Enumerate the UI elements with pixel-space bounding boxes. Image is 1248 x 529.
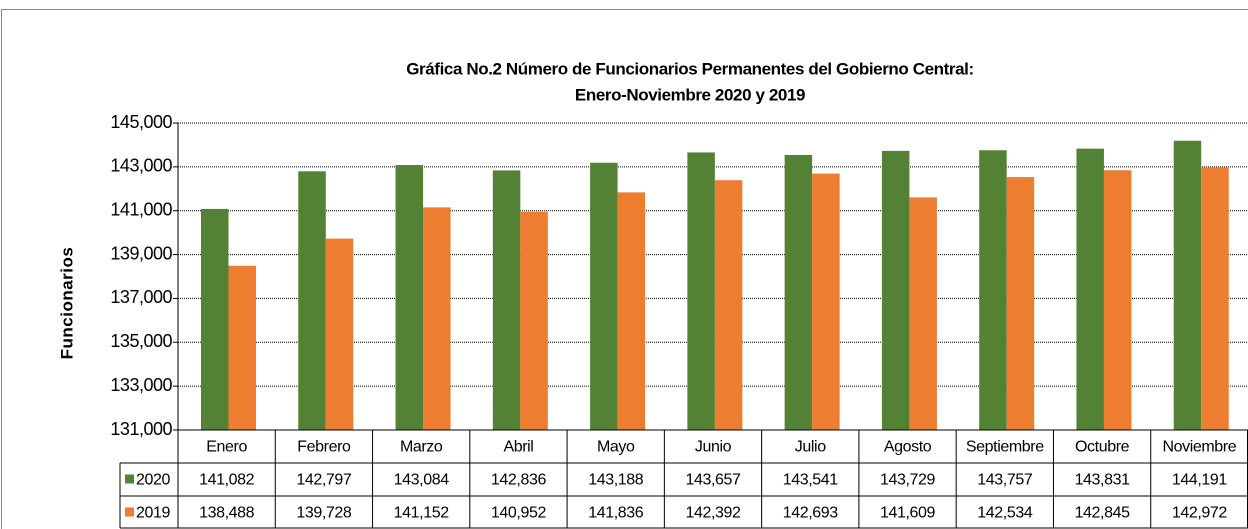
bar bbox=[1006, 177, 1035, 430]
bar bbox=[492, 170, 521, 430]
bar bbox=[909, 197, 937, 430]
bar bbox=[395, 165, 424, 430]
chart-title: Gráfica No.2 Número de Funcionarios Perm… bbox=[406, 59, 974, 78]
table-cell: 142,693 bbox=[783, 505, 839, 522]
table-cell: 142,534 bbox=[977, 505, 1033, 522]
table-cell: 142,972 bbox=[1172, 505, 1228, 522]
table-cell: 140,952 bbox=[491, 505, 547, 522]
table-cell: 144,191 bbox=[1172, 472, 1228, 489]
bar bbox=[1076, 148, 1104, 430]
y-tick-label: 135,000 bbox=[110, 331, 172, 351]
table-cell: 143,729 bbox=[880, 472, 936, 489]
table-cell: 139,728 bbox=[296, 505, 352, 522]
x-tick-label: Agosto bbox=[884, 439, 932, 456]
bar bbox=[1201, 167, 1229, 431]
table-cell: 141,836 bbox=[588, 505, 644, 522]
table-cell: 142,797 bbox=[296, 472, 352, 489]
y-tick-label: 145,000 bbox=[110, 112, 172, 132]
bar bbox=[1103, 170, 1132, 430]
chart-title: Enero-Noviembre 2020 y 2019 bbox=[575, 85, 805, 104]
bar bbox=[812, 173, 840, 430]
table-cell: 143,831 bbox=[1075, 472, 1131, 489]
x-tick-label: Marzo bbox=[400, 439, 443, 456]
x-tick-label: Enero bbox=[206, 439, 247, 456]
y-tick-label: 139,000 bbox=[110, 243, 172, 263]
legend-label: 2019 bbox=[136, 505, 170, 522]
x-tick-label: Noviembre bbox=[1162, 439, 1236, 456]
bar bbox=[201, 208, 229, 430]
table-cell: 138,488 bbox=[199, 505, 255, 522]
y-tick-label: 131,000 bbox=[110, 419, 172, 439]
table-cell: 143,188 bbox=[588, 472, 644, 489]
legend-label: 2020 bbox=[136, 472, 170, 489]
y-tick-label: 137,000 bbox=[110, 287, 172, 307]
table-cell: 142,392 bbox=[685, 505, 741, 522]
table-cell: 141,152 bbox=[394, 505, 450, 522]
x-tick-label: Junio bbox=[695, 439, 732, 456]
bar bbox=[979, 150, 1007, 431]
legend-swatch bbox=[125, 507, 134, 517]
table-cell: 143,757 bbox=[977, 472, 1033, 489]
bar bbox=[687, 152, 715, 430]
table-cell: 143,657 bbox=[685, 472, 741, 489]
x-tick-label: Febrero bbox=[297, 439, 351, 456]
table-cell: 143,541 bbox=[783, 472, 839, 489]
x-tick-label: Mayo bbox=[597, 439, 635, 456]
table-cell: 143,084 bbox=[394, 472, 450, 489]
y-tick-label: 141,000 bbox=[110, 199, 172, 219]
y-axis-label: Funcionarios bbox=[57, 247, 76, 360]
bar bbox=[714, 180, 743, 430]
table-cell: 141,082 bbox=[199, 472, 255, 489]
table-cell: 141,609 bbox=[880, 505, 936, 522]
table-cell: 142,845 bbox=[1075, 505, 1131, 522]
bar bbox=[325, 238, 354, 430]
x-tick-label: Julio bbox=[795, 439, 826, 456]
bar bbox=[298, 171, 326, 430]
bar bbox=[228, 265, 256, 430]
x-tick-label: Octubre bbox=[1075, 439, 1130, 456]
x-tick-label: Septiembre bbox=[966, 439, 1044, 456]
y-tick-label: 133,000 bbox=[110, 375, 172, 395]
x-tick-label: Abril bbox=[503, 439, 533, 456]
bar bbox=[520, 211, 548, 430]
table-cell: 142,836 bbox=[491, 472, 547, 489]
bar bbox=[617, 192, 646, 430]
y-tick-label: 143,000 bbox=[110, 156, 172, 176]
bar bbox=[1173, 140, 1202, 430]
bar bbox=[881, 150, 910, 430]
bar bbox=[423, 207, 451, 430]
bar bbox=[590, 162, 618, 431]
legend-swatch bbox=[125, 474, 134, 484]
bar bbox=[784, 154, 813, 431]
chart-border bbox=[1, 9, 1248, 529]
